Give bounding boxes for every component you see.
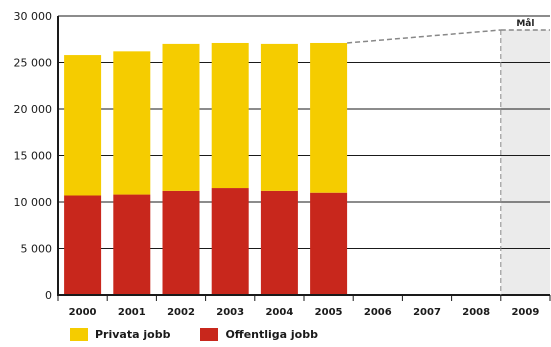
target-marker: Mål	[347, 18, 550, 295]
bar-2001-privata	[113, 51, 151, 195]
target-shading	[500, 29, 550, 295]
x-tick-label: 2007	[413, 307, 441, 318]
x-tick-label: 2001	[118, 307, 146, 318]
bar-2005-offentliga	[310, 192, 348, 295]
bar-2000-offentliga	[64, 195, 102, 295]
x-tick-label: 2003	[216, 307, 244, 318]
legend-item-offentliga: Offentliga jobb	[200, 328, 318, 341]
stacked-bar-chart: 0 5 000 10 000 15 000 20 000 25 000 30 000 200…	[14, 10, 551, 318]
bar-2004-privata	[260, 43, 298, 191]
x-tick-label: 2009	[511, 307, 539, 318]
y-tick-label: 10 000	[14, 196, 53, 209]
bar-2001-offentliga	[113, 194, 151, 295]
y-tick-labels: 0 5 000 10 000 15 000 20 000 25 000 30 000	[14, 10, 53, 302]
x-tick-label: 2005	[315, 307, 343, 318]
x-tick-label: 2008	[462, 307, 490, 318]
legend: Privata jobb Offentliga jobb	[70, 328, 318, 341]
y-tick-label: 25 000	[14, 57, 53, 70]
y-tick-label: 0	[45, 289, 52, 302]
x-tick-label: 2004	[265, 307, 293, 318]
bar-2005-privata	[310, 42, 348, 193]
y-tick-label: 15 000	[14, 150, 53, 163]
bar-2003-offentliga	[211, 188, 249, 295]
legend-label-offentliga: Offentliga jobb	[225, 328, 318, 341]
bar-2003-privata	[211, 42, 249, 189]
target-region	[500, 29, 550, 295]
bar-2002-privata	[162, 43, 200, 191]
target-label: Mål	[516, 18, 534, 29]
bar-2000-privata	[64, 55, 102, 196]
bar-2004-offentliga	[260, 190, 298, 295]
legend-swatch-privata	[70, 328, 88, 341]
legend-swatch-offentliga	[200, 328, 219, 341]
bars	[64, 42, 348, 295]
y-tick-label: 5 000	[21, 243, 53, 256]
legend-item-privata: Privata jobb	[70, 328, 170, 341]
legend-label-privata: Privata jobb	[95, 328, 171, 341]
y-tick-label: 20 000	[14, 103, 53, 116]
x-tick-label: 2002	[167, 307, 195, 318]
axes	[57, 16, 551, 301]
x-tick-label: 2006	[364, 307, 392, 318]
x-tick-label: 2000	[69, 307, 97, 318]
y-tick-label: 30 000	[14, 10, 53, 23]
x-tick-labels: 2000 2001 2002 2003 2004 2005 2006 2007 2008 2009	[69, 307, 540, 318]
bar-2002-offentliga	[162, 190, 200, 295]
target-trend-line	[347, 29, 501, 44]
